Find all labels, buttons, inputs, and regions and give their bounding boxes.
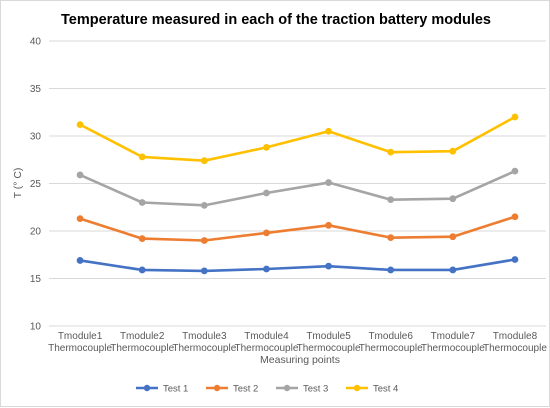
data-point xyxy=(449,195,457,203)
x-tick-label-line: Thermocouple xyxy=(110,343,174,354)
data-point xyxy=(387,234,395,242)
x-tick-label-line: Tmodule8 xyxy=(493,331,538,342)
x-tick-label-line: Thermocouple xyxy=(421,343,485,354)
x-tick-label: Tmodule6 Thermocouple xyxy=(359,331,423,354)
data-point xyxy=(449,266,457,274)
data-point xyxy=(511,113,519,121)
y-tick-label: 15 xyxy=(30,274,42,285)
series-4 xyxy=(76,113,519,165)
data-point xyxy=(325,179,332,186)
x-tick-label: Tmodule3 Thermocouple xyxy=(172,331,236,354)
x-tick-label-line: Thermocouple xyxy=(297,343,361,354)
x-tick-label-line: Tmodule2 xyxy=(120,331,165,342)
x-tick-label-line: Tmodule1 xyxy=(58,331,103,342)
legend-swatch-marker xyxy=(213,384,221,392)
legend-label: Test 4 xyxy=(373,384,398,395)
data-point xyxy=(76,257,84,264)
legend-label: Test 2 xyxy=(233,384,258,395)
y-tick-label: 30 xyxy=(30,132,42,143)
data-point xyxy=(511,213,519,221)
legend-item: Test 1 xyxy=(136,384,188,395)
data-point xyxy=(138,235,146,243)
data-point xyxy=(387,266,395,274)
data-point xyxy=(263,189,270,197)
data-point xyxy=(263,265,270,273)
legend-label: Test 1 xyxy=(163,384,188,395)
legend-item: Test 4 xyxy=(346,384,398,395)
data-point xyxy=(387,196,395,204)
y-tick-label: 20 xyxy=(30,227,42,238)
y-tick-label: 25 xyxy=(30,179,42,190)
x-tick-label-line: Thermocouple xyxy=(48,343,112,354)
x-tick-label: Tmodule5 Thermocouple xyxy=(297,331,361,354)
x-tick-label: Tmodule8 Thermocouple xyxy=(483,331,547,354)
series-line xyxy=(78,115,517,162)
x-tick-label-line: Thermocouple xyxy=(483,343,547,354)
y-axis-label: T (° C) xyxy=(12,168,24,199)
data-point xyxy=(449,233,457,241)
legend-swatch-marker xyxy=(353,384,361,392)
legend-item: Test 3 xyxy=(276,384,328,395)
x-tick-label-line: Tmodule6 xyxy=(368,331,413,342)
series-2 xyxy=(76,213,519,244)
data-point xyxy=(325,221,332,229)
data-point xyxy=(387,148,395,156)
y-axis-ticks: 10 15 20 25 30 35 40 xyxy=(30,37,42,333)
x-tick-label-line: Tmodule3 xyxy=(182,331,227,342)
gridlines xyxy=(49,40,546,327)
data-point xyxy=(76,215,84,223)
x-tick-label-line: Tmodule5 xyxy=(306,331,351,342)
data-point xyxy=(325,262,332,270)
series-line xyxy=(78,215,517,242)
legend-item: Test 2 xyxy=(206,384,258,395)
x-tick-label: Tmodule1 Thermocouple xyxy=(48,331,112,354)
data-point xyxy=(511,256,519,263)
x-tick-label: Tmodule2 Thermocouple xyxy=(110,331,174,354)
data-point xyxy=(200,157,208,165)
data-point xyxy=(449,147,457,155)
data-point xyxy=(511,167,519,175)
x-tick-label-line: Thermocouple xyxy=(172,343,236,354)
data-point xyxy=(200,267,208,275)
data-point xyxy=(138,153,146,161)
series-line xyxy=(78,169,517,207)
x-tick-label-line: Thermocouple xyxy=(234,343,298,354)
legend: Test 1 Test 2 Test 3 Test 4 xyxy=(136,384,398,395)
y-tick-label: 10 xyxy=(30,322,42,333)
y-tick-label: 40 xyxy=(30,37,42,48)
data-point xyxy=(263,229,270,237)
data-point xyxy=(76,171,84,179)
legend-swatch-marker xyxy=(283,384,291,392)
data-point xyxy=(138,199,146,206)
x-tick-label-line: Tmodule7 xyxy=(431,331,476,342)
x-tick-label-line: Thermocouple xyxy=(359,343,423,354)
x-tick-label-line: Tmodule4 xyxy=(244,331,289,342)
series-1 xyxy=(76,256,519,275)
legend-swatch-marker xyxy=(143,384,151,392)
data-point xyxy=(325,127,332,135)
x-tick-label: Tmodule7 Thermocouple xyxy=(421,331,485,354)
data-point xyxy=(200,201,208,209)
x-tick-label: Tmodule4 Thermocouple xyxy=(234,331,298,354)
data-point xyxy=(263,144,270,151)
legend-label: Test 3 xyxy=(303,384,328,395)
x-axis-label: Measuring points xyxy=(260,354,340,366)
series-line xyxy=(78,258,517,273)
data-point xyxy=(76,121,84,128)
y-tick-label: 35 xyxy=(30,84,42,95)
data-point xyxy=(200,237,208,244)
data-point xyxy=(138,266,146,274)
chart-title: Temperature measured in each of the trac… xyxy=(61,12,491,28)
series-3 xyxy=(76,167,519,209)
series-group xyxy=(76,113,519,275)
